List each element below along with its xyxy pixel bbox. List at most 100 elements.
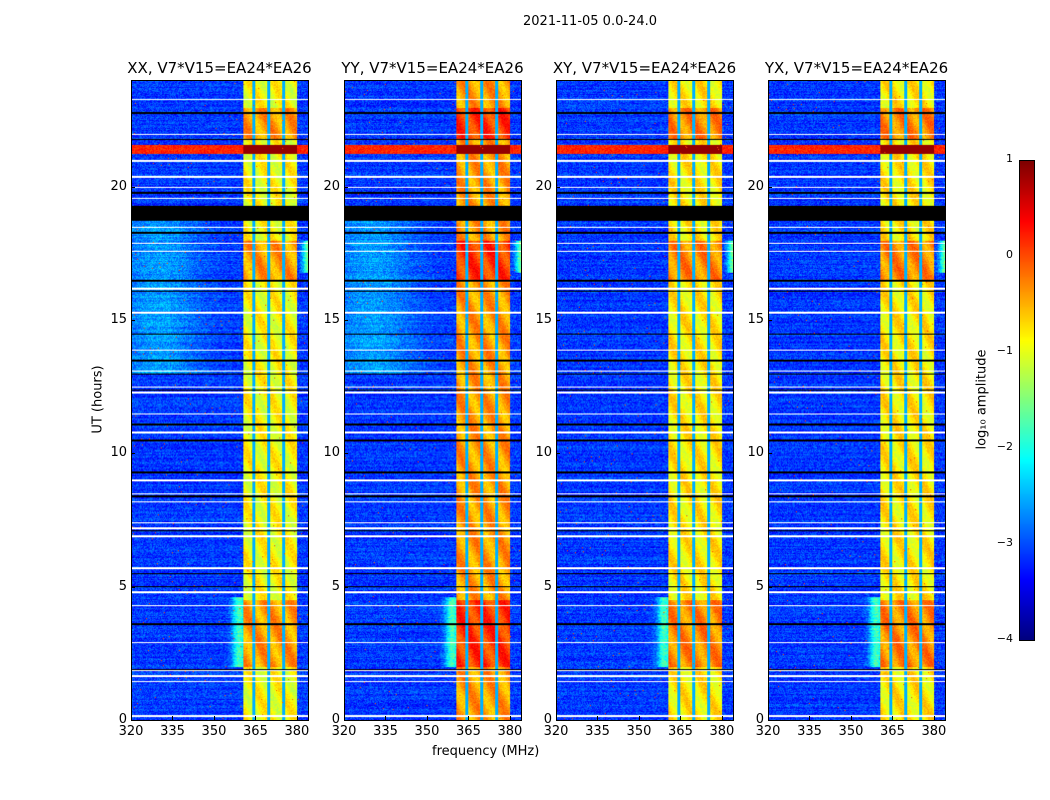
y-tick-label: 15 [535, 312, 552, 327]
x-tick-mark [933, 716, 935, 720]
heatmap-panel [556, 80, 734, 721]
x-tick-mark [344, 716, 345, 720]
x-tick-label: 365 [668, 724, 693, 739]
y-tick-mark [344, 586, 348, 588]
y-tick-mark [131, 186, 135, 188]
y-tick-mark [768, 320, 772, 321]
y-tick-mark [768, 720, 772, 721]
x-axis-label: frequency (MHz) [432, 744, 540, 759]
colorbar-tick-label: 0 [1006, 248, 1013, 261]
y-tick-mark [344, 453, 348, 455]
y-tick-mark [131, 586, 135, 588]
x-tick-mark [509, 716, 511, 720]
y-tick-label: 10 [535, 445, 552, 461]
x-tick-label: 350 [201, 724, 227, 739]
colorbar-tick-label: −4 [996, 632, 1013, 645]
x-tick-label: 335 [585, 724, 610, 739]
x-tick-label: 380 [709, 724, 735, 739]
x-tick-mark [255, 716, 257, 720]
x-tick-label: 380 [284, 724, 310, 739]
y-tick-label: 20 [110, 178, 127, 194]
colorbar-tick-label: −1 [996, 344, 1013, 357]
y-tick-mark [556, 586, 560, 588]
heatmap-panel [131, 80, 309, 721]
y-tick-mark [556, 453, 560, 455]
y-tick-label: 20 [323, 178, 340, 194]
panel-title: XY, V7*V15=EA24*EA26 [552, 59, 737, 77]
y-tick-label: 0 [543, 712, 552, 727]
x-tick-label: 350 [414, 724, 440, 739]
y-axis-label: UT (hours) [90, 365, 106, 434]
x-tick-mark [850, 716, 852, 720]
y-tick-mark [768, 453, 772, 455]
x-tick-label: 320 [543, 724, 569, 739]
y-tick-label: 10 [323, 445, 340, 461]
y-tick-label: 5 [331, 578, 340, 594]
y-tick-mark [344, 320, 348, 321]
heatmap-panel [344, 80, 522, 721]
x-tick-mark [296, 716, 298, 720]
x-tick-label: 350 [838, 724, 864, 739]
x-tick-label: 365 [880, 724, 905, 739]
x-tick-mark [721, 716, 723, 720]
y-tick-label: 5 [755, 578, 764, 594]
panel-title: YX, V7*V15=EA24*EA26 [764, 59, 949, 77]
x-tick-mark [892, 716, 894, 720]
x-tick-label: 350 [626, 724, 652, 739]
colorbar-tick-label: −3 [996, 536, 1013, 549]
x-tick-mark [213, 716, 215, 720]
x-tick-mark [680, 716, 682, 720]
y-tick-mark [344, 720, 348, 721]
x-tick-mark [131, 716, 132, 720]
x-tick-mark [809, 716, 811, 720]
x-tick-mark [768, 716, 769, 720]
y-tick-mark [556, 320, 560, 321]
y-tick-mark [768, 586, 772, 588]
y-tick-label: 20 [535, 178, 552, 194]
colorbar-tick-label: −2 [996, 440, 1013, 453]
y-tick-mark [768, 186, 772, 188]
y-tick-label: 15 [323, 312, 340, 327]
y-tick-label: 15 [747, 312, 764, 327]
x-tick-label: 365 [243, 724, 268, 739]
y-tick-label: 20 [747, 178, 764, 194]
figure-title: 2021-11-05 0.0-24.0 [523, 14, 657, 29]
x-tick-mark [468, 716, 470, 720]
x-tick-mark [556, 716, 557, 720]
y-tick-label: 0 [118, 712, 127, 727]
colorbar-tick-label: 1 [1006, 152, 1013, 165]
x-tick-label: 320 [755, 724, 781, 739]
x-tick-label: 335 [373, 724, 398, 739]
heatmap-panel [768, 80, 946, 721]
y-tick-mark [131, 320, 135, 321]
x-tick-label: 320 [118, 724, 144, 739]
y-tick-label: 5 [543, 578, 552, 594]
y-tick-mark [556, 186, 560, 188]
y-tick-mark [131, 720, 135, 721]
colorbar [1019, 160, 1035, 641]
y-tick-mark [131, 453, 135, 455]
x-tick-label: 380 [921, 724, 947, 739]
x-tick-mark [172, 716, 174, 720]
colorbar-label: log₁₀ amplitude [974, 349, 990, 450]
x-tick-label: 335 [160, 724, 185, 739]
y-tick-mark [556, 720, 560, 721]
y-tick-label: 10 [110, 445, 127, 461]
x-tick-label: 335 [797, 724, 822, 739]
y-tick-label: 0 [331, 712, 340, 727]
x-tick-mark [385, 716, 387, 720]
panel-title: XX, V7*V15=EA24*EA26 [127, 59, 312, 77]
y-tick-label: 10 [747, 445, 764, 461]
x-tick-mark [426, 716, 428, 720]
x-tick-mark [597, 716, 599, 720]
x-tick-label: 380 [497, 724, 523, 739]
y-tick-label: 5 [118, 578, 127, 594]
x-tick-mark [638, 716, 640, 720]
panel-title: YY, V7*V15=EA24*EA26 [341, 59, 524, 77]
x-tick-label: 365 [456, 724, 481, 739]
y-tick-label: 0 [755, 712, 764, 727]
y-tick-mark [344, 186, 348, 188]
x-tick-label: 320 [331, 724, 357, 739]
y-tick-label: 15 [110, 312, 127, 327]
